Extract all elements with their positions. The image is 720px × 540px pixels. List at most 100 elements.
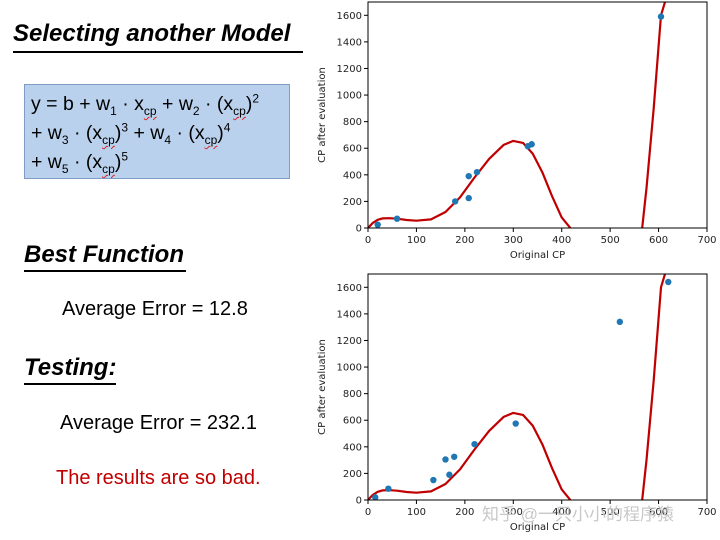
formula-text: · (x	[68, 151, 103, 173]
x-tick-label: 400	[552, 507, 571, 518]
formula-text: · x	[116, 93, 144, 115]
formula-sub: cp	[204, 132, 218, 147]
formula-sup: 3	[121, 120, 129, 135]
data-point	[442, 456, 449, 463]
formula-sup: 5	[121, 149, 129, 164]
x-tick-label: 600	[649, 507, 668, 518]
x-tick-label: 100	[407, 235, 426, 246]
x-tick-label: 400	[552, 235, 571, 246]
formula-text: )	[217, 122, 224, 144]
y-tick-label: 1000	[337, 363, 362, 374]
y-tick-label: 1600	[337, 283, 362, 294]
formula-text: · (x	[171, 122, 205, 144]
formula-sub: cp	[102, 161, 115, 176]
watermark: 知乎 @一只小小的程序猿	[482, 505, 674, 524]
data-point	[512, 420, 519, 427]
plot-area	[368, 274, 672, 500]
testing-error: Average Error = 232.1	[60, 412, 257, 434]
formula-sub: 3	[61, 132, 69, 147]
data-point	[393, 215, 401, 222]
data-point	[451, 198, 459, 205]
fit-curve-left	[368, 139, 572, 228]
y-axis-label: CP after evaluation	[317, 67, 328, 163]
formula-text: · (x	[68, 122, 103, 144]
formula-line-1: y = b + w1 · xcp + w2 · (xcp)2	[31, 90, 283, 119]
plot-area	[368, 2, 667, 228]
formula-sup: 2	[252, 91, 260, 106]
formula-sub: cp	[102, 132, 115, 147]
y-tick-label: 200	[343, 197, 362, 208]
y-tick-label: 1200	[337, 64, 362, 75]
data-point	[471, 440, 478, 448]
data-point	[430, 476, 437, 484]
formula-sub: cp	[233, 103, 246, 118]
data-point	[465, 172, 472, 180]
data-point	[451, 453, 458, 460]
best-function-heading: Best Function	[24, 241, 184, 268]
data-point	[374, 221, 381, 228]
data-point	[446, 471, 453, 478]
x-axis-label: Original CP	[510, 522, 565, 533]
y-tick-label: 800	[343, 117, 362, 128]
formula-sub: 1	[110, 103, 117, 118]
formula-text: )	[245, 93, 253, 115]
formula-text: + w	[31, 151, 62, 173]
fit-curve-right	[641, 274, 667, 500]
testing-heading: Testing:	[24, 354, 117, 381]
formula-line-2: + w3 · (xcp)3 + w4 · (xcp)4	[31, 119, 283, 148]
y-tick-label: 400	[343, 170, 362, 181]
y-tick-label: 1400	[337, 309, 362, 320]
x-tick-label: 700	[697, 235, 716, 246]
data-point	[665, 278, 672, 286]
x-tick-label: 0	[365, 507, 371, 518]
x-tick-label: 100	[407, 507, 426, 518]
y-tick-label: 0	[356, 224, 362, 235]
testing-underline	[24, 383, 116, 385]
x-tick-label: 0	[365, 235, 371, 246]
formula-text: )	[114, 151, 122, 173]
training-error: Average Error = 12.8	[62, 298, 248, 320]
x-tick-label: 200	[455, 507, 474, 518]
formula-text: + w	[128, 122, 165, 144]
data-point	[528, 141, 535, 148]
formula-text: + w	[156, 93, 193, 115]
data-point	[372, 494, 379, 500]
formula-sub: 2	[192, 103, 200, 118]
x-axis-label: Original CP	[510, 250, 565, 261]
training-chart: 0 100 200 300 400 500 600 700 0 200 400 600 800 1000 1…	[317, 1, 717, 261]
y-tick-label: 600	[343, 144, 362, 155]
plot-frame	[367, 273, 708, 501]
y-tick-label: 400	[343, 442, 362, 453]
title-underline	[13, 51, 303, 53]
testing-chart: 0 100 200 300 400 500 600 700 0 200 400 600 800 1000 1…	[317, 273, 717, 533]
data-point	[616, 318, 624, 326]
formula-text: )	[114, 122, 122, 144]
y-tick-label: 1000	[337, 91, 362, 102]
x-tick-label: 700	[697, 507, 716, 518]
model-formula-box: y = b + w1 · xcp + w2 · (xcp)2 + w3 · (x…	[24, 84, 290, 179]
conclusion-text: The results are so bad.	[56, 467, 261, 489]
data-point	[385, 485, 392, 492]
formula-sub: 5	[61, 161, 69, 176]
y-tick-label: 600	[343, 416, 362, 427]
formula-line-3: + w5 · (xcp)5	[31, 148, 283, 177]
formula-sub: 4	[164, 132, 172, 147]
x-tick-label: 600	[649, 235, 668, 246]
fit-curve-right	[641, 2, 667, 228]
slide-title: Selecting another Model	[13, 20, 291, 47]
formula-text: + w	[31, 122, 62, 144]
data-point	[465, 194, 472, 202]
x-tick-label: 500	[601, 235, 620, 246]
best-function-underline	[24, 270, 186, 272]
y-tick-label: 1400	[337, 37, 362, 48]
fit-curve-left	[368, 411, 572, 500]
plot-frame	[367, 1, 708, 229]
y-tick-label: 1200	[337, 336, 362, 347]
y-tick-label: 200	[343, 469, 362, 480]
y-axis-label: CP after evaluation	[317, 339, 328, 435]
data-point	[657, 13, 665, 20]
x-tick-label: 500	[601, 507, 620, 518]
y-tick-label: 1600	[337, 11, 362, 22]
y-tick-label: 800	[343, 389, 362, 400]
formula-text: y = b + w	[31, 93, 111, 115]
